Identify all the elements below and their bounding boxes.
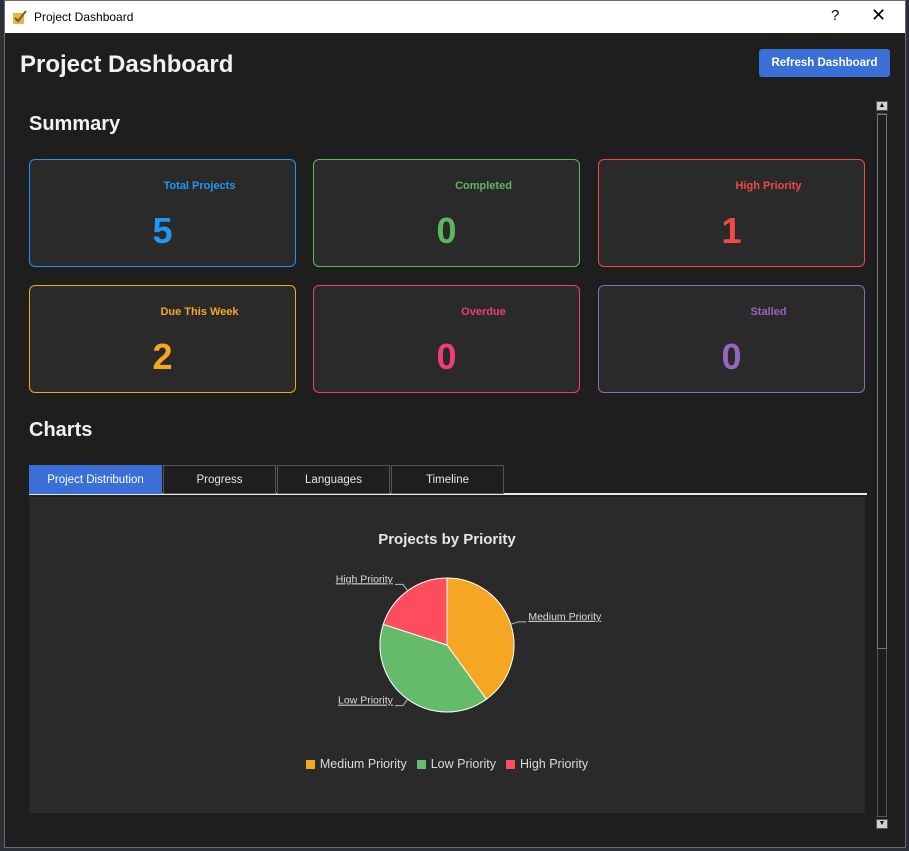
legend-item: Medium Priority <box>305 757 407 771</box>
chart-legend: Medium Priority Low Priority High Priority <box>29 757 865 771</box>
legend-swatch <box>416 759 426 769</box>
pie-slice-medium-priority <box>446 577 515 700</box>
chart-tabs: Project Distribution Progress Languages … <box>29 465 867 495</box>
dashboard-window: Project Dashboard ? ✕ Project Dashboard … <box>4 0 906 848</box>
chart-panel: Projects by Priority Medium Priority Low … <box>29 497 865 813</box>
summary-heading: Summary <box>29 113 121 135</box>
pie-slice-high-priority <box>382 577 448 646</box>
legend-label: Medium Priority <box>319 757 407 771</box>
card-total-projects: Total Projects 5 <box>29 159 296 267</box>
card-completed: Completed 0 <box>313 159 580 267</box>
legend-swatch <box>506 759 516 769</box>
scroll-down-icon[interactable]: ▼ <box>876 819 888 829</box>
tab-progress[interactable]: Progress <box>163 465 276 494</box>
page-title: Project Dashboard <box>20 51 234 78</box>
tab-project-distribution[interactable]: Project Distribution <box>29 465 162 494</box>
card-overdue: Overdue 0 <box>313 285 580 393</box>
slice-label: High Priority <box>336 573 394 585</box>
pie-slice-low-priority <box>379 623 488 713</box>
card-label: High Priority <box>735 180 802 192</box>
tab-timeline[interactable]: Timeline <box>391 465 504 494</box>
refresh-dashboard-button[interactable]: Refresh Dashboard <box>759 49 890 77</box>
legend-label: Low Priority <box>430 757 497 771</box>
card-label: Due This Week <box>160 306 239 318</box>
card-label: Overdue <box>461 306 506 318</box>
legend-swatch <box>305 759 315 769</box>
charts-heading: Charts <box>29 419 93 441</box>
card-label: Completed <box>455 180 512 192</box>
card-value: 0 <box>436 336 457 377</box>
pie-chart: Medium Priority Low Priority High Priority <box>336 573 602 713</box>
legend-item: High Priority <box>506 757 588 771</box>
card-value: 1 <box>721 210 742 251</box>
legend-label: High Priority <box>520 757 589 771</box>
card-stalled: Stalled 0 <box>598 285 865 393</box>
window-title: Project Dashboard <box>34 10 134 24</box>
slice-leader-line <box>394 698 409 707</box>
vertical-scrollbar[interactable]: ▲ ▼ <box>875 99 890 833</box>
slice-label: Medium Priority <box>528 611 602 623</box>
scroll-thumb[interactable] <box>877 114 887 649</box>
legend-item: Low Priority <box>416 757 497 771</box>
tab-languages[interactable]: Languages <box>277 465 390 494</box>
title-bar: Project Dashboard ? ✕ <box>5 1 905 33</box>
scroll-up-icon[interactable]: ▲ <box>876 101 888 111</box>
card-value: 0 <box>436 210 457 251</box>
card-value: 5 <box>152 210 173 251</box>
app-icon <box>13 10 27 24</box>
close-icon[interactable]: ✕ <box>871 5 887 25</box>
card-label: Total Projects <box>163 180 236 192</box>
card-due-this-week: Due This Week 2 <box>29 285 296 393</box>
card-label: Stalled <box>750 306 787 318</box>
slice-label: Low Priority <box>338 695 394 707</box>
slice-leader-line <box>510 621 527 625</box>
slice-leader-line <box>394 583 409 592</box>
card-value: 0 <box>721 336 742 377</box>
card-value: 2 <box>152 336 173 377</box>
help-icon[interactable]: ? <box>831 7 840 24</box>
chart-title: Projects by Priority <box>378 531 516 548</box>
card-high-priority: High Priority 1 <box>598 159 865 267</box>
